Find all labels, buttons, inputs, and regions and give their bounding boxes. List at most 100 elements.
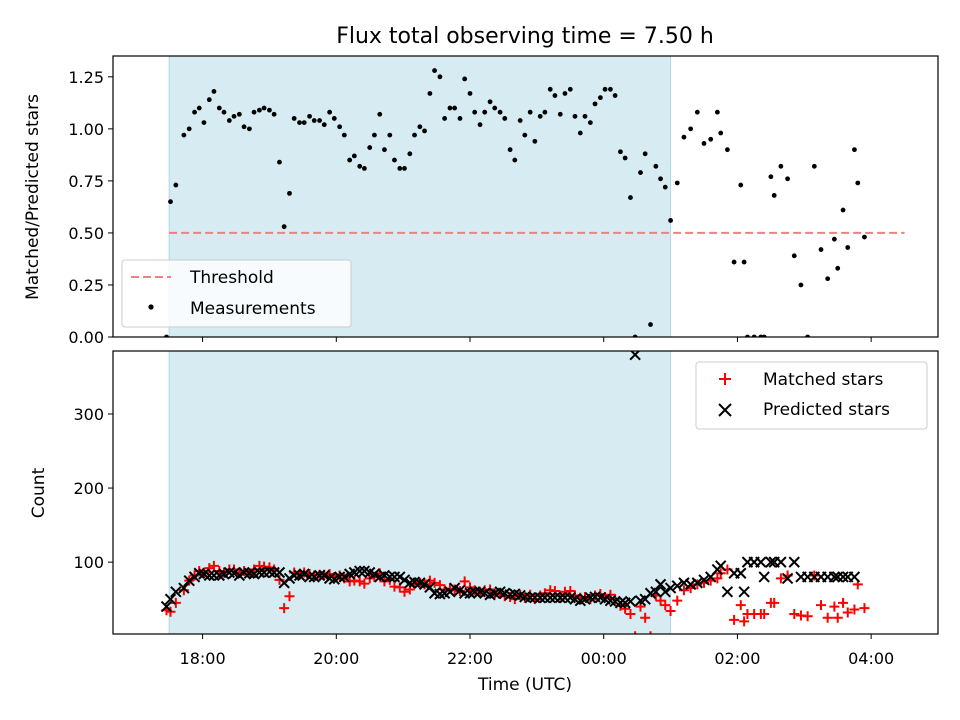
ratio-legend: Threshold Measurements (121, 259, 352, 328)
measurement-point (447, 105, 453, 111)
measurement-point (628, 195, 633, 200)
predicted-star-point (691, 577, 704, 589)
measurement-point (557, 111, 563, 117)
measurement-point (840, 207, 846, 213)
measurement-point (582, 113, 588, 119)
measurement-point (307, 113, 312, 119)
predicted-star-point (203, 569, 215, 582)
measurement-point (377, 111, 383, 117)
measurement-point (694, 109, 700, 115)
matched-star-point (816, 600, 827, 611)
measurement-point (502, 116, 508, 121)
predicted-star-point (318, 569, 330, 582)
x-tick-label: 18:00 (180, 649, 226, 668)
measurement-point (357, 163, 363, 169)
measurement-point (512, 157, 518, 163)
predicted-star-point (837, 571, 849, 583)
measurement-point (221, 109, 227, 115)
matched-star-point (832, 612, 843, 623)
measurement-point (622, 155, 628, 161)
measurement-point (241, 124, 247, 130)
measurement-point (507, 147, 513, 153)
measurement-point (731, 259, 737, 265)
matched-star-point (279, 603, 290, 614)
predicted-star-point (253, 566, 266, 579)
x-tick-label: 04:00 (848, 649, 894, 668)
measurement-point (708, 136, 714, 142)
measurement-point (487, 99, 493, 105)
predicted-star-point (303, 571, 316, 583)
predicted-star-point (698, 574, 710, 586)
matched-star-point (842, 607, 853, 618)
measurement-point (785, 176, 790, 182)
predicted-star-point (654, 578, 667, 591)
measurement-point (246, 126, 252, 132)
matched-star-point (284, 591, 295, 602)
matched-star-point (218, 567, 229, 578)
predicted-star-point (788, 556, 800, 568)
matched-star-point (660, 600, 671, 611)
matched-star-point (759, 608, 770, 619)
measurement-point (642, 151, 648, 157)
matched-star-point (769, 597, 780, 608)
predicted-star-point (338, 571, 351, 583)
measurement-point (226, 118, 232, 123)
predicted-star-point (758, 571, 770, 583)
y-tick-label: 0.00 (68, 328, 104, 347)
matched-star-point (822, 612, 833, 623)
measurement-point (852, 147, 857, 153)
measurement-point (542, 109, 548, 115)
measurement-point (718, 130, 724, 136)
measurement-point (725, 147, 730, 153)
measurement-point (612, 93, 618, 98)
measurement-point (771, 193, 777, 198)
measurement-point (662, 184, 668, 190)
matched-star-point (634, 631, 637, 634)
measurement-point (257, 107, 262, 113)
measurement-point (831, 236, 837, 242)
measurement-point (862, 234, 867, 240)
predicted-legend-label: Predicted stars (763, 400, 890, 420)
count-plot-layer: 100 200 300 18:00 20:00 22:00 00:00 02:00 04:00 (73, 350, 894, 668)
predicted-star-point (738, 586, 750, 598)
measurement-point (231, 113, 237, 119)
measurement-point (422, 128, 427, 134)
measurement-point (341, 132, 347, 138)
matched-star-point (672, 595, 683, 606)
matched-star-point (354, 576, 365, 587)
predicted-star-point (554, 591, 566, 604)
ratio-panel: Matched/Predicted stars (23, 94, 43, 300)
predicted-star-point (848, 571, 861, 583)
data-points (164, 68, 867, 337)
matched-star-point (359, 578, 370, 589)
y-tick-label: 0.50 (68, 224, 104, 243)
y-tick-label: 1.25 (68, 68, 104, 87)
measurement-point (387, 132, 393, 138)
x-tick-label: 22:00 (447, 649, 493, 668)
measurement-point (552, 93, 558, 98)
matched-star-point (640, 612, 651, 623)
matched-star-point (775, 573, 786, 584)
measurement-point (261, 105, 267, 111)
measurement-point (653, 163, 659, 169)
predicted-star-point (828, 571, 841, 583)
matched-star-point (665, 606, 676, 617)
predicted-star-point (678, 577, 690, 589)
y-tick-label: 100 (73, 553, 104, 572)
measurement-point (216, 105, 222, 111)
measurement-point (768, 174, 774, 180)
measurements-legend-swatch (148, 304, 154, 310)
measurement-point (173, 182, 179, 188)
measurement-point (811, 163, 817, 169)
measurement-point (741, 259, 747, 265)
y-tick-label: 300 (73, 405, 104, 424)
predicted-star-point (368, 568, 381, 580)
predicted-star-point (755, 556, 767, 568)
measurement-point (317, 118, 322, 123)
measurement-point (181, 132, 187, 138)
measurement-point (608, 86, 613, 92)
matched-legend-swatch (719, 373, 731, 385)
measurement-point (517, 118, 523, 123)
measurement-point (432, 68, 437, 73)
